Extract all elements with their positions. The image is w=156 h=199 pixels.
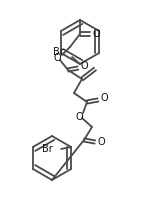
Text: O: O <box>100 93 108 103</box>
Text: O: O <box>75 112 83 122</box>
Text: Br: Br <box>53 47 64 57</box>
Text: O: O <box>80 61 88 71</box>
Text: Br: Br <box>42 144 53 154</box>
Text: O: O <box>97 137 105 147</box>
Text: O: O <box>53 53 61 63</box>
Text: O: O <box>92 29 100 39</box>
